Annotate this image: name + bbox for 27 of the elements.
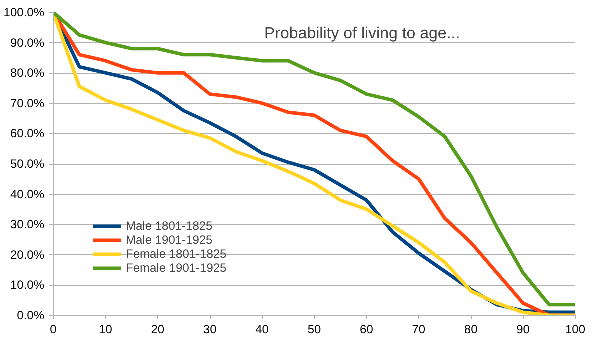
y-tick-label: 20.0% [10,248,45,262]
y-tick-label: 80.0% [10,66,45,80]
x-tick-label: 0 [50,322,58,336]
legend-label: Male 1901-1925 [126,233,213,247]
y-tick-label: 0.0% [17,308,45,322]
x-tick-label: 30 [203,322,218,336]
y-tick-label: 90.0% [10,36,45,50]
x-tick-label: 50 [308,322,322,336]
y-tick-label: 50.0% [10,157,45,171]
legend-label: Female 1801-1825 [126,247,227,261]
y-tick-label: 70.0% [10,96,45,110]
x-tick-label: 90 [516,322,530,336]
legend-label: Female 1901-1925 [126,261,227,275]
y-tick-label: 40.0% [10,187,45,202]
x-tick-label: 60 [360,322,374,336]
legend-label: Male 1801-1825 [126,219,213,233]
x-tick-label: 20 [151,322,165,336]
y-tick-label: 60.0% [10,126,45,141]
x-tick-label: 100 [565,322,586,336]
x-tick-label: 80 [464,322,478,336]
text: Probability of living to age... [264,26,460,42]
y-tick-label: 10.0% [10,278,45,292]
x-tick-label: 40 [256,322,270,336]
x-tick-label: 70 [412,322,426,336]
x-tick-label: 10 [99,322,113,336]
y-tick-label: 100.0% [4,6,45,20]
y-tick-label: 30.0% [10,218,45,232]
